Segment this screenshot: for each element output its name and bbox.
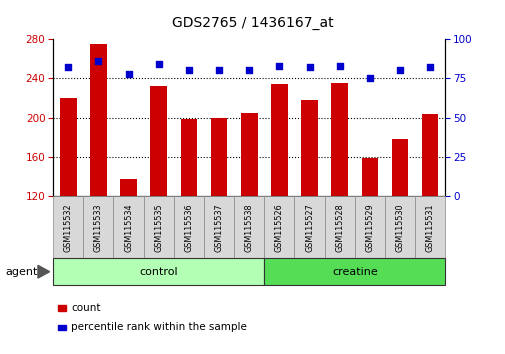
Point bbox=[215, 68, 223, 73]
Point bbox=[64, 64, 72, 70]
Text: GSM115538: GSM115538 bbox=[244, 203, 253, 252]
Bar bbox=[384, 196, 414, 258]
Bar bbox=[414, 196, 444, 258]
Bar bbox=[210, 118, 227, 196]
Bar bbox=[324, 196, 354, 258]
Text: GSM115526: GSM115526 bbox=[274, 203, 283, 252]
Point bbox=[155, 61, 163, 67]
Bar bbox=[391, 139, 408, 196]
Bar bbox=[120, 179, 136, 196]
Text: count: count bbox=[71, 303, 100, 313]
Bar bbox=[173, 196, 204, 258]
Point bbox=[245, 68, 253, 73]
Bar bbox=[354, 196, 384, 258]
Text: GSM115527: GSM115527 bbox=[305, 203, 314, 252]
Bar bbox=[60, 98, 76, 196]
Text: control: control bbox=[139, 267, 178, 277]
Point bbox=[275, 63, 283, 69]
Bar bbox=[234, 196, 264, 258]
Bar bbox=[361, 158, 377, 196]
Bar bbox=[331, 83, 347, 196]
Text: GSM115533: GSM115533 bbox=[94, 203, 103, 252]
Point bbox=[425, 64, 433, 70]
Bar bbox=[53, 258, 264, 285]
Text: GSM115528: GSM115528 bbox=[334, 203, 343, 252]
Text: GSM115529: GSM115529 bbox=[365, 203, 374, 252]
Bar bbox=[240, 113, 257, 196]
Bar bbox=[53, 196, 83, 258]
Point bbox=[335, 63, 343, 69]
Bar bbox=[113, 196, 143, 258]
Bar bbox=[180, 119, 197, 196]
Text: GSM115537: GSM115537 bbox=[214, 203, 223, 252]
Point bbox=[184, 68, 192, 73]
Point bbox=[124, 71, 132, 76]
Point bbox=[305, 64, 313, 70]
Bar bbox=[264, 196, 294, 258]
Bar bbox=[204, 196, 234, 258]
Point bbox=[365, 75, 373, 81]
Bar bbox=[150, 86, 167, 196]
Bar bbox=[83, 196, 113, 258]
Text: creatine: creatine bbox=[331, 267, 377, 277]
Text: GSM115536: GSM115536 bbox=[184, 203, 193, 252]
Bar bbox=[294, 196, 324, 258]
Point bbox=[94, 58, 102, 64]
Text: GSM115531: GSM115531 bbox=[425, 203, 434, 252]
Text: GDS2765 / 1436167_at: GDS2765 / 1436167_at bbox=[172, 16, 333, 30]
Bar bbox=[300, 100, 317, 196]
Bar bbox=[143, 196, 173, 258]
Text: agent: agent bbox=[5, 267, 37, 277]
Text: GSM115534: GSM115534 bbox=[124, 203, 133, 252]
Bar bbox=[421, 114, 438, 196]
Text: GSM115532: GSM115532 bbox=[64, 203, 73, 252]
Text: GSM115530: GSM115530 bbox=[395, 203, 403, 252]
Bar bbox=[271, 84, 287, 196]
Text: percentile rank within the sample: percentile rank within the sample bbox=[71, 322, 247, 332]
Bar bbox=[264, 258, 444, 285]
Point bbox=[395, 68, 403, 73]
Bar bbox=[90, 44, 107, 196]
Polygon shape bbox=[38, 266, 49, 278]
Text: GSM115535: GSM115535 bbox=[154, 203, 163, 252]
